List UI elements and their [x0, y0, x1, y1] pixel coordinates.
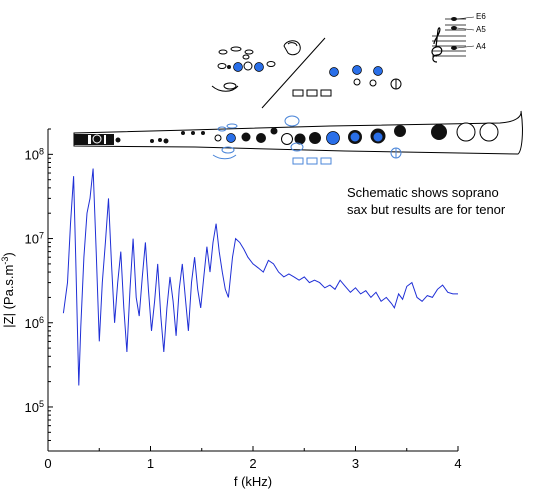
upper-key-schematic — [211, 37, 402, 109]
tone-hole — [115, 137, 121, 143]
plot-area — [62, 168, 458, 386]
tone-hole — [201, 131, 205, 135]
tone-hole — [373, 132, 383, 142]
tone-hole — [281, 133, 293, 145]
x-tick-label: 1 — [147, 456, 154, 471]
tone-hole — [431, 124, 447, 140]
treble-clef-icon — [431, 27, 443, 63]
saxophone-body-outline — [73, 110, 523, 155]
annotation-line-1: Schematic shows soprano — [347, 185, 499, 200]
note-e6 — [451, 17, 457, 21]
y-axis-title-sup: -3 — [0, 257, 10, 265]
tone-hole — [256, 133, 266, 143]
y-axis-title: |Z| (Pa.s.m-3) — [0, 252, 16, 327]
y-tick-label: 107 — [25, 231, 44, 247]
x-axis-title: f (kHz) — [234, 474, 272, 489]
tone-hole — [294, 133, 306, 145]
x-tick-label: 0 — [44, 456, 51, 471]
mouthpiece — [74, 134, 114, 145]
tone-hole — [241, 132, 251, 142]
y-tick-label: 106 — [25, 315, 44, 331]
x-tick-label: 2 — [249, 456, 256, 471]
tick-labels: 0 1 2 3 4 105 106 107 108 — [25, 146, 462, 471]
impedance-series-line — [62, 168, 458, 386]
x-tick-label: 3 — [352, 456, 359, 471]
y-axis-title-main: |Z| (Pa.s.m — [1, 265, 16, 328]
note-a5 — [451, 26, 457, 30]
tone-hole — [326, 131, 340, 145]
axis-ticks — [47, 128, 459, 452]
y-tick-label: 105 — [25, 399, 44, 415]
tone-hole — [394, 125, 406, 137]
note-a4 — [451, 46, 457, 50]
annotation-line-2: sax but results are for tenor — [347, 202, 506, 217]
tone-hole — [350, 132, 360, 142]
saxophone-schematic — [73, 37, 523, 165]
tone-hole — [270, 127, 278, 135]
blue-key-outlines-lower — [212, 115, 402, 165]
tone-hole — [214, 134, 222, 142]
tone-hole — [191, 131, 195, 135]
y-tick-label: 108 — [25, 146, 44, 162]
note-label-middle: A5 — [476, 25, 486, 34]
tone-hole — [309, 132, 321, 144]
y-axis-title-close: ) — [1, 252, 16, 256]
tone-hole — [479, 122, 499, 142]
tone-hole — [150, 139, 154, 143]
tone-hole — [456, 122, 476, 142]
tone-hole — [226, 133, 236, 143]
staff-inset: E6 A5 A4 — [431, 12, 486, 63]
tone-hole — [181, 131, 185, 135]
x-tick-label: 4 — [454, 456, 461, 471]
tone-hole — [163, 138, 169, 144]
note-label-top: E6 — [476, 12, 486, 21]
tone-hole — [158, 138, 162, 142]
note-label-bottom: A4 — [476, 42, 486, 51]
